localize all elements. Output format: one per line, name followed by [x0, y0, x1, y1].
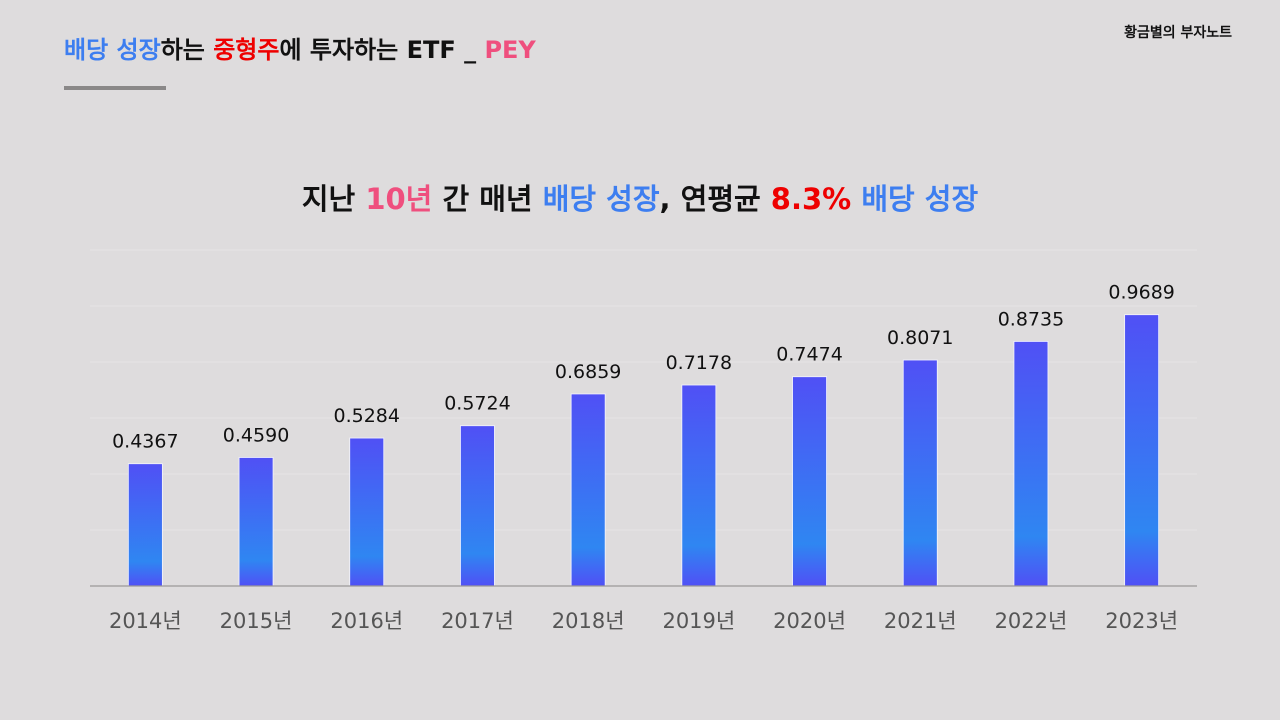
value-label: 0.4590 [223, 424, 289, 446]
header-segment: 중형주 [213, 36, 280, 64]
x-tick-label: 2015년 [220, 609, 293, 633]
value-label: 0.4367 [112, 431, 178, 453]
header-segment: 배당 성장 [64, 36, 161, 64]
x-tick-label: 2020년 [773, 609, 846, 633]
value-label: 0.6859 [555, 361, 621, 383]
chart-title: 지난 10년 간 매년 배당 성장, 연평균 8.3% 배당 성장 [0, 176, 1280, 218]
x-tick-label: 2021년 [884, 609, 957, 633]
brand-label: 황금별의 부자노트 [1124, 25, 1232, 41]
value-label: 0.9689 [1108, 282, 1174, 304]
bar-2019년 [681, 384, 717, 587]
value-label: 0.5724 [444, 393, 510, 415]
bar-2023년 [1124, 314, 1160, 587]
x-tick-label: 2017년 [441, 609, 514, 633]
chart-title-segment: 배당 성장 [542, 182, 660, 216]
x-tick-label: 2019년 [662, 609, 735, 633]
bar-2016년 [349, 437, 385, 587]
x-tick-label: 2023년 [1105, 609, 1178, 633]
bar-2017년 [460, 425, 495, 587]
chart-title-segment: 지난 [301, 182, 366, 216]
header-segment: PEY [484, 36, 536, 64]
bar-2014년 [127, 463, 163, 587]
bar-2015년 [238, 457, 274, 587]
value-label: 0.7178 [666, 352, 732, 374]
bar-2021년 [902, 359, 938, 587]
chart-title-segment: 10년 [365, 182, 433, 216]
x-tick-label: 2022년 [995, 609, 1068, 633]
header-divider [64, 86, 166, 90]
bar-2020년 [792, 376, 827, 587]
header-segment: 에 투자하는 ETF _ [279, 36, 485, 64]
header-segment: 하는 [160, 36, 214, 64]
value-label: 0.5284 [334, 405, 400, 427]
x-tick-label: 2018년 [552, 609, 625, 633]
value-label: 0.8735 [998, 308, 1064, 330]
bar-2022년 [1013, 341, 1049, 587]
chart-title-segment: , 연평균 [659, 182, 771, 216]
x-tick-label: 2016년 [330, 609, 403, 633]
value-label: 0.8071 [887, 327, 953, 349]
chart-title-segment: 배당 성장 [851, 182, 979, 216]
bar-2018년 [570, 393, 606, 587]
value-label: 0.7474 [776, 344, 842, 366]
page-header-title: 배당 성장하는 중형주에 투자하는 ETF _ PEY [64, 30, 536, 65]
x-tick-label: 2014년 [109, 609, 182, 633]
chart-title-segment: 간 매년 [432, 182, 543, 216]
chart-title-segment: 8.3% [770, 182, 852, 216]
